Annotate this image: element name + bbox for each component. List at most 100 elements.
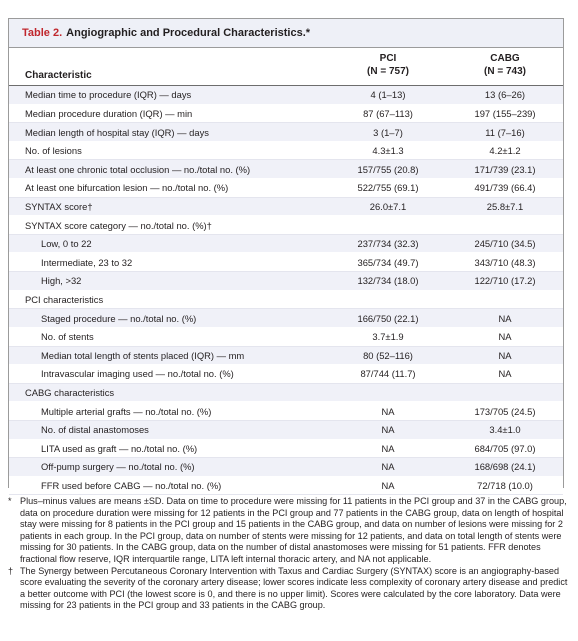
cabg-value: 491/739 (66.4): [474, 182, 536, 194]
footnotes: * Plus–minus values are means ±SD. Data o…: [8, 496, 568, 612]
row-label: Intravascular imaging used — no./total n…: [41, 368, 234, 380]
pci-value: 26.0±7.1: [369, 200, 407, 212]
table-row: SYNTAX score category — no./total no. (%…: [9, 216, 563, 235]
row-label: SYNTAX score category — no./total no. (%…: [25, 219, 212, 231]
table-number: Table 2.: [22, 27, 63, 39]
pci-value: 522/755 (69.1): [357, 182, 419, 194]
pci-value: 4.3±1.3: [372, 145, 404, 157]
row-label: No. of lesions: [25, 145, 82, 157]
table-row: No. of lesions 4.3±1.3 4.2±1.2: [9, 141, 563, 161]
table-row: CABG characteristics: [9, 383, 563, 403]
row-label: Low, 0 to 22: [41, 238, 92, 250]
pci-value: 80 (52–116): [363, 349, 413, 361]
row-label: LITA used as graft — no./total no. (%): [41, 442, 198, 454]
table-row: No. of stents 3.7±1.9 NA: [9, 327, 563, 347]
table-row: No. of distal anastomoses NA 3.4±1.0: [9, 420, 563, 440]
cabg-value: 122/710 (17.2): [474, 275, 536, 287]
pci-value: 87/744 (11.7): [360, 368, 416, 380]
header-pci-n: (N = 757): [367, 66, 409, 77]
table-row: PCI characteristics: [9, 290, 563, 310]
header-cabg-n: (N = 743): [484, 66, 526, 77]
table-row: Median total length of stents placed (IQ…: [9, 346, 563, 366]
header-pci: PCI (N = 757): [333, 52, 443, 78]
pci-value: NA: [381, 461, 395, 473]
cabg-value: NA: [498, 349, 512, 361]
table-row: Low, 0 to 22 237/734 (32.3) 245/710 (34.5): [9, 234, 563, 254]
header-pci-name: PCI: [379, 53, 397, 64]
footnote: * Plus–minus values are means ±SD. Data o…: [8, 496, 568, 566]
table-title: Angiographic and Procedural Characterist…: [66, 27, 311, 39]
table-row: Median time to procedure (IQR) — days 4 (…: [9, 86, 563, 105]
row-label: No. of distal anastomoses: [41, 424, 149, 436]
header-cabg: CABG (N = 743): [450, 52, 560, 78]
pci-value: 3 (1–7): [373, 126, 403, 138]
table-row: Intermediate, 23 to 32 365/734 (49.7) 343/…: [9, 253, 563, 273]
header-characteristic: Characteristic: [25, 70, 92, 81]
pci-value: NA: [381, 424, 395, 436]
row-label: FFR used before CABG — no./total no. (%): [41, 480, 222, 492]
table-row: Multiple arterial grafts — no./total no.…: [9, 402, 563, 421]
row-label: No. of stents: [41, 331, 94, 343]
table-row: Intravascular imaging used — no./total n…: [9, 365, 563, 384]
pci-value: NA: [381, 442, 395, 454]
cabg-value: 197 (155–239): [474, 107, 536, 119]
table-frame: Table 2. Angiographic and Procedural Cha…: [8, 18, 564, 496]
footnote-marker: *: [8, 496, 12, 506]
pci-value: 157/755 (20.8): [357, 163, 419, 175]
table-row: Median procedure duration (IQR) — min 87 …: [9, 104, 563, 124]
row-label: Multiple arterial grafts — no./total no.…: [41, 405, 212, 417]
row-label: At least one bifurcation lesion — no./to…: [25, 182, 229, 194]
footnote: † The Synergy between Percutaneous Corona…: [8, 566, 568, 612]
table-row: FFR used before CABG — no./total no. (%)…: [9, 476, 563, 496]
cabg-value: 245/710 (34.5): [474, 238, 536, 250]
row-label: Staged procedure — no./total no. (%): [41, 312, 197, 324]
pci-value: 166/750 (22.1): [357, 312, 419, 324]
footnote-marker: †: [8, 565, 14, 576]
pci-value: NA: [381, 480, 395, 492]
cabg-value: 25.8±7.1: [486, 200, 524, 212]
pci-value: 3.7±1.9: [372, 331, 404, 343]
row-label: PCI characteristics: [25, 294, 104, 305]
table-row: Off-pump surgery — no./total no. (%) NA 16…: [9, 458, 563, 477]
cabg-value: 13 (6–26): [484, 89, 526, 101]
row-label: Median procedure duration (IQR) — min: [25, 107, 193, 119]
cabg-value: 3.4±1.0: [489, 424, 521, 436]
pci-value: 4 (1–13): [370, 89, 406, 101]
pci-value: 365/734 (49.7): [357, 256, 419, 268]
row-label: High, >32: [41, 275, 82, 287]
cabg-value: 72/718 (10.0): [477, 480, 533, 492]
cabg-value: NA: [498, 312, 512, 324]
cabg-value: 171/739 (23.1): [474, 163, 536, 175]
table-row: At least one bifurcation lesion — no./to…: [9, 179, 563, 198]
cabg-value: NA: [498, 331, 512, 343]
table-body: Median time to procedure (IQR) — days 4 (…: [9, 86, 563, 496]
table-row: SYNTAX score† 26.0±7.1 25.8±7.1: [9, 197, 563, 217]
pci-value: 237/734 (32.3): [357, 238, 419, 250]
row-label: Median total length of stents placed (IQ…: [41, 349, 245, 361]
cabg-value: 4.2±1.2: [489, 145, 521, 157]
table-row: LITA used as graft — no./total no. (%) NA…: [9, 439, 563, 459]
table-title-bar: Table 2. Angiographic and Procedural Cha…: [9, 19, 563, 48]
table-row: High, >32 132/734 (18.0) 122/710 (17.2): [9, 272, 563, 291]
row-label: Median time to procedure (IQR) — days: [25, 89, 192, 101]
cabg-value: NA: [498, 368, 512, 380]
row-label: Median length of hospital stay (IQR) — d…: [25, 126, 209, 138]
table-row: Median length of hospital stay (IQR) — d…: [9, 123, 563, 142]
pci-value: 132/734 (18.0): [357, 275, 419, 287]
cabg-value: 11 (7–16): [485, 126, 525, 138]
footnote-text: The Synergy between Percutaneous Coronar…: [20, 565, 568, 611]
cabg-value: 168/698 (24.1): [474, 461, 536, 473]
footnote-text: Plus–minus values are means ±SD. Data on…: [20, 496, 567, 564]
pci-value: 87 (67–113): [363, 107, 413, 119]
cabg-value: 684/705 (97.0): [474, 442, 536, 454]
row-label: SYNTAX score†: [25, 200, 93, 212]
table-header: Characteristic PCI (N = 757) CABG (N = 7…: [9, 48, 563, 86]
cabg-value: 173/705 (24.5): [474, 405, 536, 417]
row-label: Intermediate, 23 to 32: [41, 256, 133, 268]
table-row: At least one chronic total occlusion — n…: [9, 160, 563, 180]
cabg-value: 343/710 (48.3): [474, 256, 536, 268]
header-cabg-name: CABG: [490, 53, 520, 64]
pci-value: NA: [381, 405, 395, 417]
row-label: CABG characteristics: [25, 387, 115, 399]
row-label: Off-pump surgery — no./total no. (%): [41, 461, 195, 473]
